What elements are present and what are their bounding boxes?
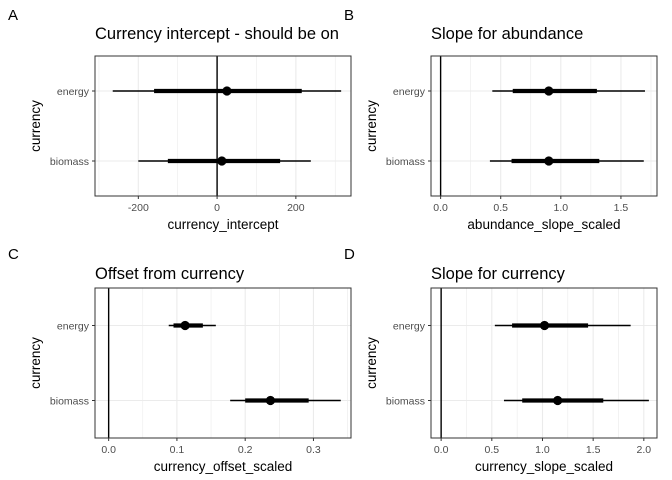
panel-border <box>430 287 658 439</box>
x-axis-title: currency_intercept <box>167 217 278 232</box>
panel-border <box>94 55 352 197</box>
x-tick-label: 0 <box>214 202 220 214</box>
y-axis-title: currency <box>364 100 379 152</box>
panel-border <box>94 287 352 439</box>
plot-background <box>431 288 657 438</box>
gridlines <box>95 56 351 196</box>
x-tick-label: 1.5 <box>586 444 601 456</box>
x-tick-label: 0.0 <box>101 444 116 456</box>
median-point <box>544 86 554 96</box>
panel-title: Slope for abundance <box>431 25 583 43</box>
x-tick-label: 1.0 <box>535 444 550 456</box>
panel-title: Offset from currency <box>95 265 245 283</box>
x-tick-label: 0.3 <box>306 444 321 456</box>
interval-biomass <box>138 156 311 166</box>
interval-biomass <box>489 156 644 166</box>
panel-letter: B <box>344 7 354 24</box>
interval-energy <box>168 320 216 331</box>
plot-background <box>95 56 351 196</box>
plot-background <box>431 56 657 196</box>
x-tick-label: 0.0 <box>433 202 448 214</box>
x-tick-label: -200 <box>128 202 149 214</box>
y-tick-label: energy <box>57 320 90 332</box>
panel-border <box>430 55 658 197</box>
interval-biomass <box>503 395 649 406</box>
gridlines <box>95 288 351 438</box>
plot-background <box>95 288 351 438</box>
median-point <box>544 156 554 166</box>
y-tick-label: biomass <box>50 395 89 407</box>
panel-b: B Slope for abundance energy biomass 0.0 0.5 1… <box>344 7 658 232</box>
y-tick-label: biomass <box>386 156 425 168</box>
y-tick-label: energy <box>57 86 90 98</box>
median-point <box>265 395 276 406</box>
median-point <box>553 395 563 406</box>
gridlines <box>431 288 657 438</box>
panel-title: Slope for currency <box>431 265 566 283</box>
x-tick-label: 0.1 <box>170 444 185 456</box>
panel-c: C Offset from currency energy biomass 0.0 0.1… <box>8 246 352 474</box>
x-axis-title: currency_slope_scaled <box>475 459 613 474</box>
panel-letter: C <box>8 246 19 263</box>
x-tick-label: 0.5 <box>493 202 508 214</box>
median-point <box>180 320 190 331</box>
x-tick-label: 2.0 <box>637 444 652 456</box>
interval-energy <box>494 320 631 331</box>
y-axis-title: currency <box>364 337 379 389</box>
interval-energy <box>112 86 342 96</box>
y-axis-title: currency <box>28 100 43 152</box>
x-tick-label: 0.0 <box>434 444 449 456</box>
x-tick-label: 0.5 <box>485 444 500 456</box>
x-tick-label: 200 <box>287 202 305 214</box>
x-axis-title: currency_offset_scaled <box>154 459 293 474</box>
x-tick-label: 1.5 <box>614 202 629 214</box>
panel-d: D Slope for currency energy biomass 0.0 0.5 1.… <box>344 246 658 474</box>
gridlines <box>431 56 657 196</box>
y-tick-label: energy <box>393 86 426 98</box>
panel-title: Currency intercept - should be on <box>95 25 339 43</box>
y-tick-label: biomass <box>50 156 89 168</box>
interval-biomass <box>230 395 341 406</box>
median-point <box>539 320 550 331</box>
median-point <box>217 156 227 166</box>
y-axis-title: currency <box>28 337 43 389</box>
interval-energy <box>492 86 645 96</box>
x-tick-label: 0.2 <box>238 444 253 456</box>
y-tick-label: energy <box>393 320 426 332</box>
median-point <box>222 86 232 96</box>
y-tick-label: biomass <box>386 395 425 407</box>
panel-a: A Currency intercept - should be on energy… <box>8 7 352 232</box>
panel-letter: D <box>344 246 355 263</box>
x-axis-title: abundance_slope_scaled <box>467 217 620 232</box>
x-tick-label: 1.0 <box>554 202 569 214</box>
panel-letter: A <box>8 7 18 24</box>
